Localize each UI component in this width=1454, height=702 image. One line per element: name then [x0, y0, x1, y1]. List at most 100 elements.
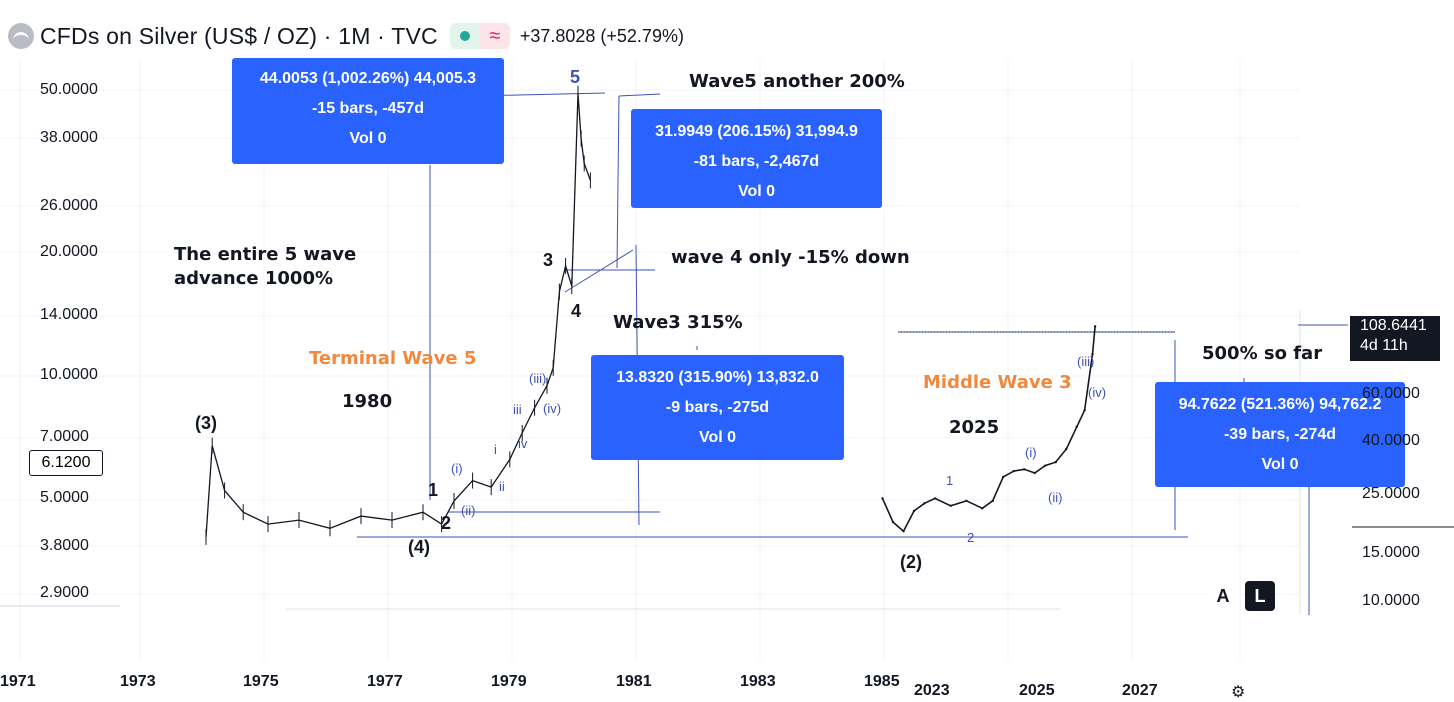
annotation-wave3-315[interactable]: Wave3 315% — [613, 312, 743, 333]
status-badge[interactable]: ≈ — [449, 23, 510, 49]
wave-label-iv-paren: (iv) — [543, 401, 562, 416]
y-tick-label: 60.0000 — [1362, 385, 1420, 402]
last-price-tag[interactable]: 108.6441 4d 11h — [1350, 316, 1440, 361]
y-tick-label: 7.0000 — [40, 428, 89, 445]
log-scale-button[interactable]: L — [1245, 581, 1275, 611]
annotation-so-far[interactable]: 500% so far — [1202, 343, 1323, 364]
y-tick-label: 26.0000 — [40, 197, 98, 214]
auto-scale-button[interactable]: A — [1208, 581, 1238, 611]
wave-label-rii: (ii) — [1048, 490, 1063, 505]
price-point — [1093, 325, 1097, 328]
measure-box-wave3[interactable]: 13.8320 (315.90%) 13,832.0 -9 bars, -275… — [591, 355, 844, 460]
wave-label-2: 2 — [441, 513, 452, 533]
price-change: +37.8028 (+52.79%) — [519, 25, 684, 46]
measure-line1: 44.0053 (1,002.26%) 44,005.3 — [259, 70, 477, 87]
price-point — [1012, 469, 1015, 473]
measure-line2: -81 bars, -2,467d — [693, 153, 820, 170]
wave-label-ii-paren: (ii) — [461, 503, 476, 518]
price-point — [1033, 471, 1036, 475]
wave-label-r2: 2 — [967, 530, 975, 545]
wave-label-iii: iii — [513, 402, 522, 417]
x-tick-label: 1985 — [864, 673, 900, 690]
trend-line — [564, 249, 634, 293]
wave-label-big-4: (4) — [408, 537, 430, 557]
annotation-entire-line2[interactable]: advance 1000% — [174, 268, 334, 289]
last-price: 108.6441 — [1360, 317, 1427, 334]
price-point — [1002, 475, 1005, 479]
y-tick-label: 40.0000 — [1362, 432, 1420, 449]
wave-label-ri: (i) — [1025, 445, 1037, 460]
y-tick-label: 14.0000 — [40, 306, 98, 323]
measure-box-wave5[interactable]: 31.9949 (206.15%) 31,994.9 -81 bars, -2,… — [631, 109, 882, 208]
x-tick-label: 2025 — [1019, 682, 1055, 699]
y-tick-label: 15.0000 — [1362, 544, 1420, 561]
measure-line2: -39 bars, -274d — [1223, 426, 1337, 443]
trend-line — [616, 95, 620, 269]
x-tick-label: 1977 — [367, 673, 403, 690]
x-tick-label: 1981 — [616, 673, 652, 690]
wave-label-iv: iv — [518, 436, 528, 451]
annotation-wave5-another[interactable]: Wave5 another 200% — [689, 71, 905, 92]
x-tick-label: 1975 — [243, 673, 279, 690]
measure-line1: 31.9949 (206.15%) 31,994.9 — [655, 123, 858, 140]
y-tick-label: 20.0000 — [40, 243, 98, 260]
price-line-left — [205, 93, 592, 537]
price-point — [981, 507, 984, 510]
price-point — [991, 499, 994, 503]
wave-label-ii: ii — [499, 479, 505, 494]
x-tick-label: 1971 — [0, 673, 36, 690]
price-point — [881, 497, 884, 500]
price-point — [1091, 353, 1094, 356]
price-point — [1023, 468, 1026, 471]
y-tick-label: 25.0000 — [1362, 485, 1420, 502]
annotation-middle-wave3[interactable]: Middle Wave 3 — [923, 372, 1072, 393]
wave-label-i-paren: (i) — [451, 461, 463, 476]
price-point — [949, 504, 952, 507]
wave-label-riii: (iii) — [1077, 354, 1095, 369]
wave-label-riv: (iv) — [1088, 385, 1107, 400]
price-point — [1044, 464, 1047, 467]
series-left — [205, 85, 592, 545]
wave-label-i: i — [494, 442, 497, 457]
series-right — [881, 325, 1097, 533]
x-tick-label: 1973 — [120, 673, 156, 690]
measure-line3: Vol 0 — [698, 429, 737, 446]
settings-gear-icon[interactable]: ⚙ — [1231, 684, 1246, 701]
y-tick-label: 38.0000 — [40, 129, 98, 146]
measure-line3: Vol 0 — [1261, 456, 1299, 473]
wave-label-4: 4 — [571, 301, 582, 321]
y-tick-label: 10.0000 — [1362, 592, 1420, 609]
y-tick-label: 5.0000 — [40, 489, 89, 506]
measure-box-middle-wave3[interactable]: 94.7622 (521.36%) 94,762.2 -39 bars, -27… — [1155, 382, 1405, 487]
annotation-wave4-only[interactable]: wave 4 only -15% down — [671, 247, 910, 268]
bar-countdown: 4d 11h — [1360, 337, 1408, 354]
silver-logo-icon — [8, 23, 34, 49]
current-price-label: 6.1200 — [29, 450, 103, 476]
price-point — [1083, 409, 1086, 412]
wave-label-3: 3 — [543, 250, 554, 270]
annotation-year-2025[interactable]: 2025 — [949, 417, 1000, 438]
x-tick-label: 2027 — [1122, 682, 1158, 699]
measure-line3: Vol 0 — [349, 130, 387, 147]
x-tick-label: 2023 — [914, 682, 950, 699]
price-point — [1054, 460, 1057, 464]
price-point — [923, 502, 926, 505]
price-point — [902, 530, 905, 533]
measure-box-wave5-total[interactable]: 44.0053 (1,002.26%) 44,005.3 -15 bars, -… — [232, 58, 504, 164]
x-tick-label: 1983 — [740, 673, 776, 690]
price-point — [1065, 447, 1068, 451]
measure-line1: 94.7622 (521.36%) 94,762.2 — [1178, 396, 1382, 413]
annotation-entire-line1[interactable]: The entire 5 wave — [174, 244, 357, 265]
y-tick-label: 3.8000 — [40, 537, 89, 554]
wave-label-big-2: (2) — [900, 552, 922, 572]
wave-label-1: 1 — [428, 480, 439, 500]
annotation-year-1980[interactable]: 1980 — [342, 391, 393, 412]
market-open-dot-icon — [449, 23, 480, 49]
symbol-title[interactable]: CFDs on Silver (US$ / OZ) · 1M · TVC — [40, 22, 438, 49]
measure-line2: -15 bars, -457d — [311, 100, 425, 117]
measure-line3: Vol 0 — [737, 183, 776, 200]
y-tick-label: 2.9000 — [40, 584, 89, 601]
annotation-terminal-wave5[interactable]: Terminal Wave 5 — [309, 348, 477, 369]
measure-line1: 13.8320 (315.90%) 13,832.0 — [616, 369, 819, 386]
